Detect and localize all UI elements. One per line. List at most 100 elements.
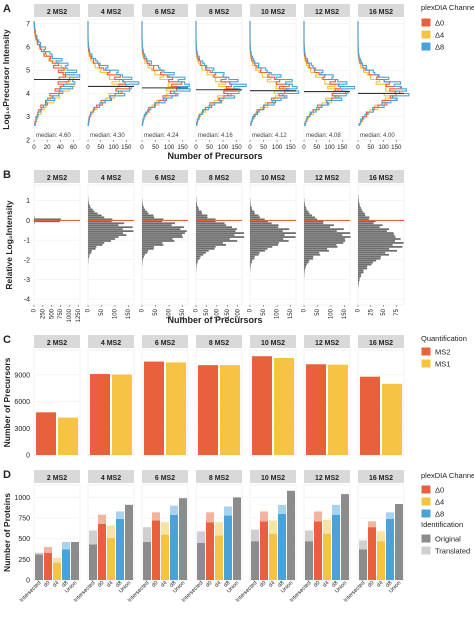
D-x-tick-label: d0 bbox=[259, 580, 268, 589]
D-legend-label: Translated bbox=[435, 547, 470, 556]
B-histogram-bar bbox=[142, 234, 182, 236]
B-histogram-bar bbox=[358, 222, 374, 224]
B-histogram-bar bbox=[250, 209, 252, 211]
B-x-tick-label: 1000 bbox=[67, 308, 73, 322]
B-histogram-bar bbox=[358, 274, 361, 276]
B-histogram-bar bbox=[304, 211, 308, 213]
D-legend-label: Δ4 bbox=[435, 498, 444, 507]
B-histogram-bar bbox=[304, 252, 319, 254]
D-legend-swatch bbox=[421, 534, 431, 543]
D-legend-label: Δ0 bbox=[435, 486, 444, 495]
D-legend-label: Δ8 bbox=[435, 510, 444, 519]
B-histogram-bar bbox=[250, 262, 252, 264]
C-bar-MS2 bbox=[144, 362, 164, 455]
A-facet-label: 2 MS2 bbox=[47, 9, 67, 16]
B-x-tick-label: 50 bbox=[381, 308, 387, 315]
D-bar-translated-d8 bbox=[62, 542, 70, 549]
B-histogram-bar bbox=[196, 222, 225, 224]
A-facet-label: 6 MS2 bbox=[155, 9, 175, 16]
B-facet-label: 2 MS2 bbox=[47, 175, 67, 182]
B-x-tick-label: 0 bbox=[194, 308, 200, 312]
B-histogram-bar bbox=[196, 256, 201, 258]
B-histogram-bar bbox=[196, 242, 223, 244]
C-bar-MS1 bbox=[220, 365, 240, 455]
B-histogram-bar bbox=[304, 260, 309, 262]
B-facet-label: 16 MS2 bbox=[369, 175, 393, 182]
B-histogram-bar bbox=[88, 226, 133, 228]
B-histogram-bar bbox=[196, 205, 197, 207]
B-histogram-bar bbox=[88, 203, 89, 205]
B-x-tick-label: 50 bbox=[99, 308, 105, 315]
C-bar-MS2 bbox=[252, 356, 272, 455]
B-histogram-bar bbox=[88, 234, 126, 236]
D-bar-original-d4 bbox=[161, 535, 169, 580]
B-histogram-bar bbox=[250, 246, 272, 248]
B-histogram-bar bbox=[304, 244, 336, 246]
D-bar-translated-Intersected bbox=[89, 530, 97, 544]
D-bar-original-Union bbox=[125, 505, 133, 580]
A-y-tick-label: 4 bbox=[26, 91, 30, 98]
B-histogram-bar bbox=[196, 232, 244, 234]
B-y-tick-label: -3 bbox=[24, 277, 30, 284]
D-bar-original-d0 bbox=[314, 521, 322, 580]
B-histogram-bar bbox=[358, 252, 385, 254]
B-histogram-bar bbox=[250, 264, 251, 266]
D-legend-swatch bbox=[421, 485, 431, 494]
B-histogram-bar bbox=[304, 207, 306, 209]
B-histogram-bar bbox=[88, 216, 104, 218]
B-histogram-bar bbox=[304, 236, 351, 238]
B-histogram-bar bbox=[142, 254, 145, 256]
B-histogram-bar bbox=[304, 228, 344, 230]
A-legend-label: Δ0 bbox=[435, 19, 444, 28]
B-histogram-bar bbox=[358, 211, 363, 213]
B-x-tick-label: 100 bbox=[275, 308, 281, 319]
A-median-label: median: 4.30 bbox=[90, 133, 125, 139]
B-histogram-bar bbox=[196, 209, 199, 211]
B-histogram-bar bbox=[196, 203, 197, 205]
B-x-tick-label: 250 bbox=[40, 308, 46, 319]
B-histogram-bar bbox=[196, 215, 207, 217]
D-x-tick-label: d0 bbox=[313, 580, 322, 589]
D-facet-label: 12 MS2 bbox=[315, 475, 339, 482]
A-x-tick-label: 50 bbox=[313, 144, 320, 151]
D-bar-original-d0 bbox=[368, 527, 376, 580]
D-bar-translated-d0 bbox=[314, 511, 322, 521]
B-histogram-bar bbox=[88, 224, 118, 226]
D-bar-translated-d4 bbox=[377, 531, 385, 541]
B-histogram-bar bbox=[142, 226, 184, 228]
B-histogram-bar bbox=[250, 254, 259, 256]
C-bar-MS1 bbox=[166, 362, 186, 455]
B-histogram-bar bbox=[196, 224, 226, 226]
B-histogram-bar bbox=[196, 244, 226, 246]
C-bar-MS2 bbox=[360, 377, 380, 455]
B-y-tick-label: 1 bbox=[26, 198, 30, 205]
C-bar-MS2 bbox=[36, 412, 56, 455]
B-histogram-bar bbox=[142, 260, 143, 262]
A-median-label: median: 4.00 bbox=[360, 133, 395, 139]
B-histogram-bar bbox=[358, 232, 394, 234]
D-y-tick-label: 750 bbox=[18, 516, 30, 523]
B-facet-label: 4 MS2 bbox=[101, 175, 121, 182]
B-histogram-bar bbox=[250, 222, 272, 224]
B-histogram-bar bbox=[304, 224, 334, 226]
B-facet-label: 8 MS2 bbox=[209, 175, 229, 182]
B-histogram-bar bbox=[358, 228, 389, 230]
D-bar-original-Intersected bbox=[359, 549, 367, 580]
B-histogram-bar bbox=[196, 213, 202, 215]
C-y-tick-label: 3000 bbox=[14, 426, 30, 433]
B-histogram-bar bbox=[88, 209, 93, 211]
B-histogram-bar bbox=[142, 213, 148, 215]
B-histogram-bar bbox=[304, 258, 313, 260]
D-bar-translated-d4 bbox=[107, 525, 115, 537]
D-bar-translated-d0 bbox=[98, 515, 106, 524]
B-histogram-bar bbox=[88, 211, 94, 213]
B-histogram-bar bbox=[142, 207, 144, 209]
D-legend-swatch bbox=[421, 497, 431, 506]
C-bar-MS1 bbox=[58, 418, 78, 455]
A-y-tick-label: 7 bbox=[26, 21, 30, 28]
B-histogram-bar bbox=[88, 205, 90, 207]
B-histogram-bar bbox=[358, 283, 359, 285]
B-histogram-bar bbox=[142, 248, 154, 250]
A-y-axis-title: Log₁₀Precursor Intensity bbox=[1, 29, 11, 130]
A-x-tick-label: 150 bbox=[121, 144, 132, 151]
